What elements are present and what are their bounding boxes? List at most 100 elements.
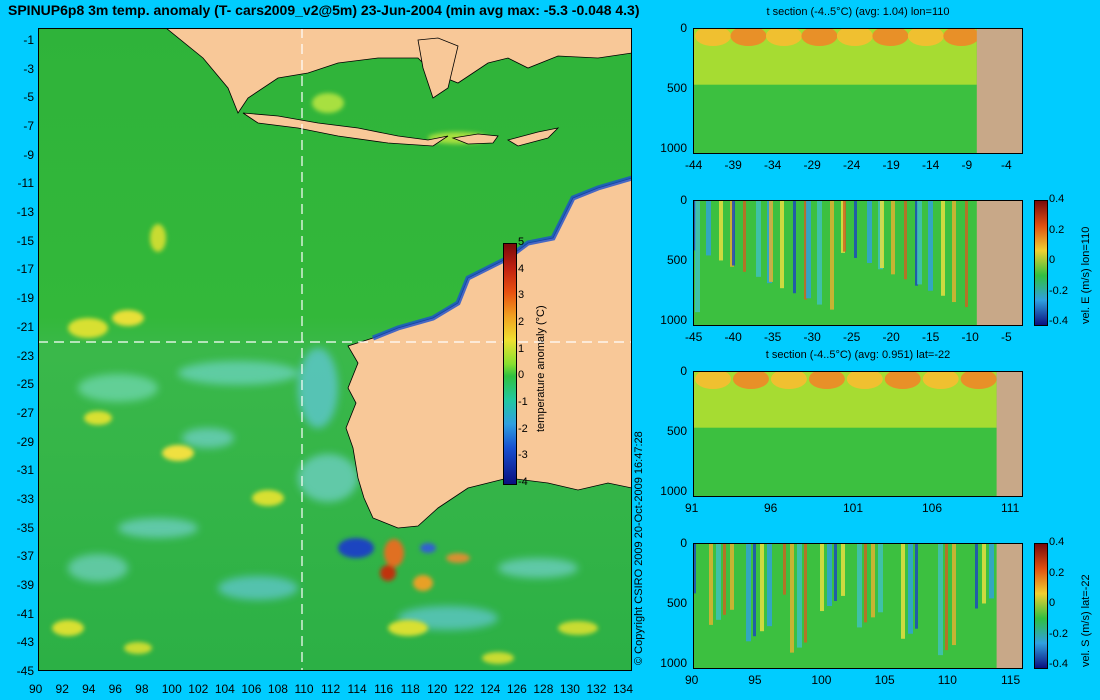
section-colorbar [1034,200,1048,326]
map-lat-tick: -35 [16,520,34,535]
section-y-tick: 0 [680,193,687,207]
section-velocity-streak [693,543,696,594]
section-warm-patch [801,28,838,46]
map-lon-tick: 120 [427,682,448,696]
map-lat-tick: -25 [16,377,34,392]
section-velocity-streak [854,200,857,258]
section-x-tick: -19 [882,158,900,172]
section-x-tick: 110 [937,673,957,687]
section-x-tick: -5 [1001,330,1012,344]
section-velocity-streak [820,543,824,612]
section-velocity-streak [716,543,721,620]
map-lat-tick: -29 [16,434,34,449]
map-lon-tick: 102 [188,682,209,696]
section-plot[interactable] [693,543,1023,669]
section-velocity-streak [917,200,922,285]
map-colorbar-tick: 5 [518,236,525,248]
section-y-tick: 0 [680,536,687,550]
section-y-tick: 500 [666,253,687,267]
map-lon-tick: 96 [108,682,122,696]
section-velocity-streak [952,543,956,646]
section-velocity-streak [693,200,696,251]
section-velocity-streak [908,543,913,634]
section-x-tick: -44 [685,158,703,172]
section-warm-patch [765,28,802,46]
map-lat-tick: -33 [16,491,34,506]
map-lat-tick: -5 [23,90,34,105]
map-lat-tick: -11 [17,176,34,191]
section-warm-patch [872,28,909,46]
section-x-tick: 101 [843,501,864,515]
section-velocity-streak [857,543,862,628]
section-velocity-streak [753,543,756,637]
section-velocity-streak [871,543,875,618]
section-velocity-streak [834,543,837,601]
section-velocity-streak [843,200,846,252]
section-velocity-streak [709,543,713,625]
map-lat-tick: -43 [16,635,34,650]
leeuwin-anomaly [338,538,470,591]
section-velocity-streak [723,543,726,615]
section-y-tick: 1000 [660,313,687,327]
section-velocity-streak [864,543,867,623]
map-lat-tick: -13 [16,205,34,220]
section-velocity-streak [945,543,948,651]
section-velocity-streak [928,200,933,291]
map-colorbar-label: temperature anomaly (°C) [535,305,547,432]
section-x-tick: -14 [922,158,940,172]
section-velocity-streak [767,543,772,627]
section-x-tick: -10 [961,330,979,344]
section-velocity-streak [804,543,807,643]
section-x-tick: 105 [874,673,895,687]
section-colorbar-tick: 0 [1049,254,1056,266]
map-lat-tick: -39 [16,577,34,592]
section-x-tick: -20 [882,330,900,344]
section-velocity-streak [952,200,956,303]
section-velocity-streak [695,200,700,313]
section-velocity-streak [793,200,796,294]
section-y-tick: 500 [666,596,687,610]
section-x-tick: -40 [724,330,742,344]
section-velocity-streak [780,200,784,289]
section-colorbar-tick: -0.4 [1049,315,1068,327]
section-colorbar-tick: -0.2 [1049,627,1068,640]
section-velocity-streak [941,200,945,296]
section-colorbar-tick: -0.4 [1049,658,1068,670]
section-x-tick: -25 [843,330,861,344]
section-bathymetry [976,28,1023,154]
section-plot[interactable] [693,28,1023,154]
section-plot[interactable] [693,371,1023,497]
section-x-tick: -35 [764,330,782,344]
section-x-tick: 100 [811,673,832,687]
section-x-tick: -24 [843,158,861,172]
section-plot[interactable] [693,200,1023,326]
map-lon-tick: 90 [29,682,43,696]
map-lat-tick: -31 [16,463,34,478]
section-colorbar-tick: 0 [1049,597,1056,609]
section-velocity-streak [938,543,943,656]
section-panel-title: t section (-4..5°C) (avg: 1.04) lon=110 [766,6,950,18]
map-lon-tick: 128 [533,682,554,696]
section-velocity-streak [756,200,761,277]
section-velocity-streak [732,200,735,266]
section-velocity-streak [817,200,822,305]
map-lon-tick: 100 [161,682,182,696]
map-panel[interactable] [38,28,632,671]
section-velocity-streak [904,200,907,280]
map-lon-tick: 124 [480,682,501,696]
section-velocity-streak [797,543,802,648]
map-lat-tick: -15 [16,233,34,248]
map-lat-tick: -21 [16,319,34,334]
map-lon-tick: 132 [586,682,607,696]
map-lon-tick: 94 [82,682,96,696]
section-x-tick: 111 [1001,501,1020,515]
section-colorbar [1034,543,1048,669]
section-warm-patch [943,28,980,46]
map-lon-tick: 108 [267,682,288,696]
section-warm-patch [730,28,767,46]
section-velocity-streak [719,200,723,261]
map-colorbar-tick: 1 [518,342,525,355]
section-y-tick: 0 [680,364,687,378]
section-velocity-streak [730,543,734,610]
section-velocity-streak [915,543,918,629]
